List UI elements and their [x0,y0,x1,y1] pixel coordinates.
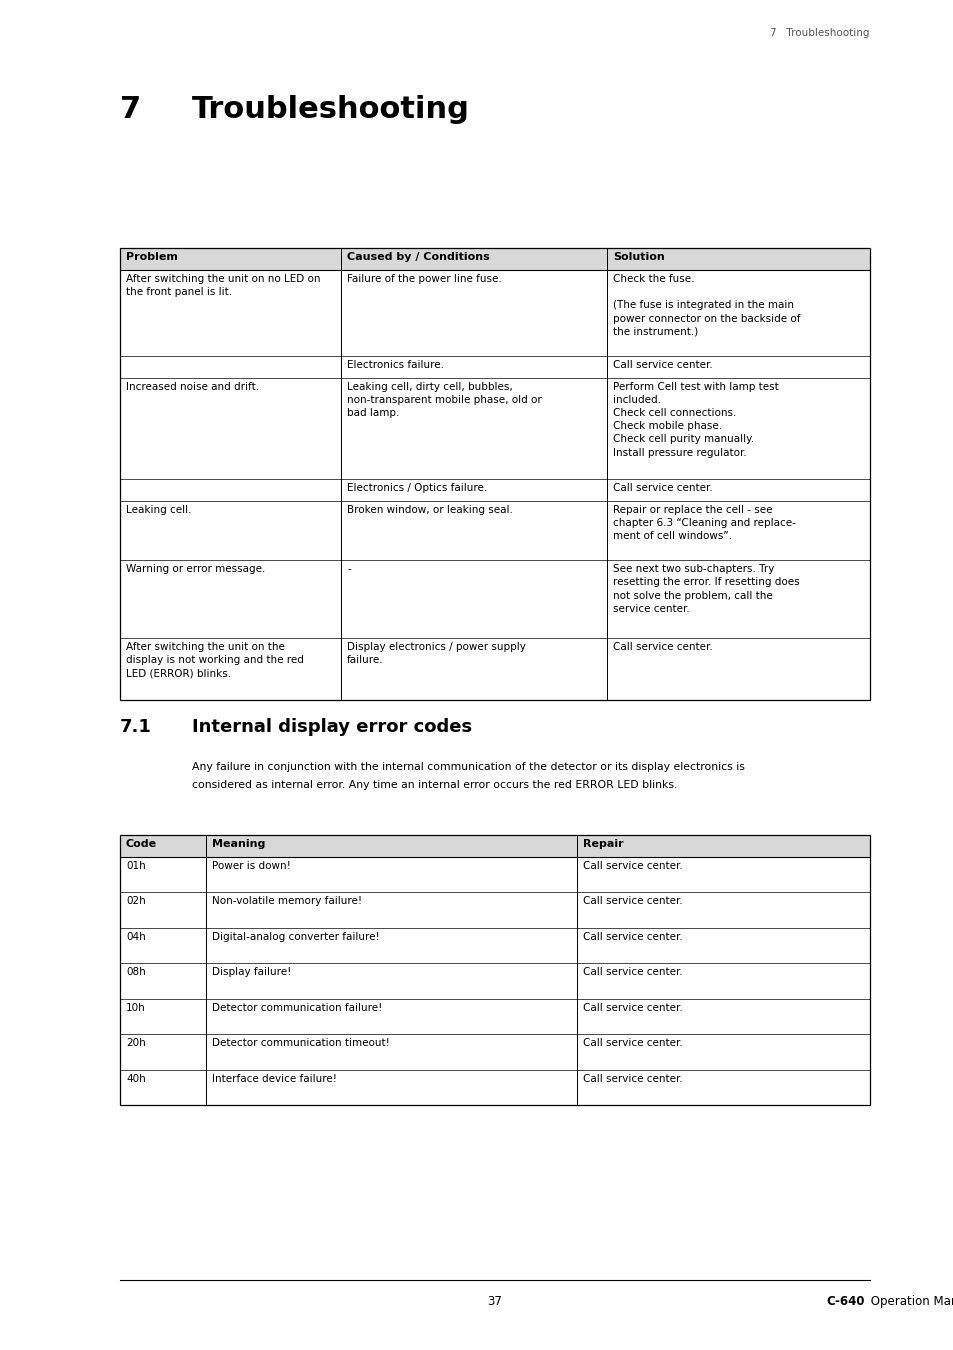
Text: 08h: 08h [126,968,146,977]
Text: Digital-analog converter failure!: Digital-analog converter failure! [212,931,379,942]
Text: See next two sub-chapters. Try
resetting the error. If resetting does
not solve : See next two sub-chapters. Try resetting… [613,564,800,614]
Text: Caused by / Conditions: Caused by / Conditions [347,252,490,262]
Text: Call service center.: Call service center. [583,861,682,871]
Text: Meaning: Meaning [212,838,265,849]
Text: 7   Troubleshooting: 7 Troubleshooting [770,28,869,38]
Text: Problem: Problem [126,252,177,262]
Text: 10h: 10h [126,1003,146,1012]
Text: considered as internal error. Any time an internal error occurs the red ERROR LE: considered as internal error. Any time a… [192,780,677,790]
Text: After switching the unit on the
display is not working and the red
LED (ERROR) b: After switching the unit on the display … [126,641,304,678]
Text: Any failure in conjunction with the internal communication of the detector or it: Any failure in conjunction with the inte… [192,761,744,772]
Text: Call service center.: Call service center. [583,931,682,942]
Text: 40h: 40h [126,1073,146,1084]
Text: Call service center.: Call service center. [583,968,682,977]
Bar [120,248,869,270]
Text: Call service center.: Call service center. [583,1038,682,1048]
Text: Warning or error message.: Warning or error message. [126,564,265,574]
Text: 01h: 01h [126,861,146,871]
Text: Repair or replace the cell - see
chapter 6.3 “Cleaning and replace-
ment of cell: Repair or replace the cell - see chapter… [613,505,796,541]
Text: Operation Manual, Version A: Operation Manual, Version A [866,1295,953,1308]
Text: Call service center.: Call service center. [583,1073,682,1084]
Text: 20h: 20h [126,1038,146,1048]
Text: Detector communication failure!: Detector communication failure! [212,1003,382,1012]
Text: Check the fuse.

(The fuse is integrated in the main
power connector on the back: Check the fuse. (The fuse is integrated … [613,274,801,336]
Text: Call service center.: Call service center. [613,641,713,652]
Bar [120,836,869,857]
Text: Leaking cell.: Leaking cell. [126,505,192,514]
Text: Display failure!: Display failure! [212,968,292,977]
Bar [120,836,869,1106]
Text: -: - [347,564,351,574]
Text: Failure of the power line fuse.: Failure of the power line fuse. [347,274,501,284]
Text: Increased noise and drift.: Increased noise and drift. [126,382,259,391]
Text: Internal display error codes: Internal display error codes [192,718,472,736]
Text: 7.1: 7.1 [120,718,152,736]
Text: Power is down!: Power is down! [212,861,291,871]
Text: Electronics / Optics failure.: Electronics / Optics failure. [347,483,487,493]
Text: Broken window, or leaking seal.: Broken window, or leaking seal. [347,505,513,514]
Text: Call service center.: Call service center. [613,483,713,493]
Text: Code: Code [126,838,157,849]
Text: C-640: C-640 [825,1295,864,1308]
Text: Perform Cell test with lamp test
included.
Check cell connections.
Check mobile : Perform Cell test with lamp test include… [613,382,779,458]
Text: Display electronics / power supply
failure.: Display electronics / power supply failu… [347,641,525,666]
Text: Interface device failure!: Interface device failure! [212,1073,337,1084]
Text: Electronics failure.: Electronics failure. [347,360,444,370]
Text: Call service center.: Call service center. [613,360,713,370]
Text: 04h: 04h [126,931,146,942]
Text: Non-volatile memory failure!: Non-volatile memory failure! [212,896,362,906]
Text: 7: 7 [120,95,141,124]
Text: After switching the unit on no LED on
the front panel is lit.: After switching the unit on no LED on th… [126,274,320,297]
Text: Leaking cell, dirty cell, bubbles,
non-transparent mobile phase, old or
bad lamp: Leaking cell, dirty cell, bubbles, non-t… [347,382,541,418]
Text: Troubleshooting: Troubleshooting [192,95,470,124]
Text: Solution: Solution [613,252,664,262]
Text: Call service center.: Call service center. [583,896,682,906]
Text: Repair: Repair [583,838,623,849]
Text: 02h: 02h [126,896,146,906]
Text: 37: 37 [487,1295,502,1308]
Text: Call service center.: Call service center. [583,1003,682,1012]
Text: Detector communication timeout!: Detector communication timeout! [212,1038,390,1048]
Bar [120,248,869,701]
